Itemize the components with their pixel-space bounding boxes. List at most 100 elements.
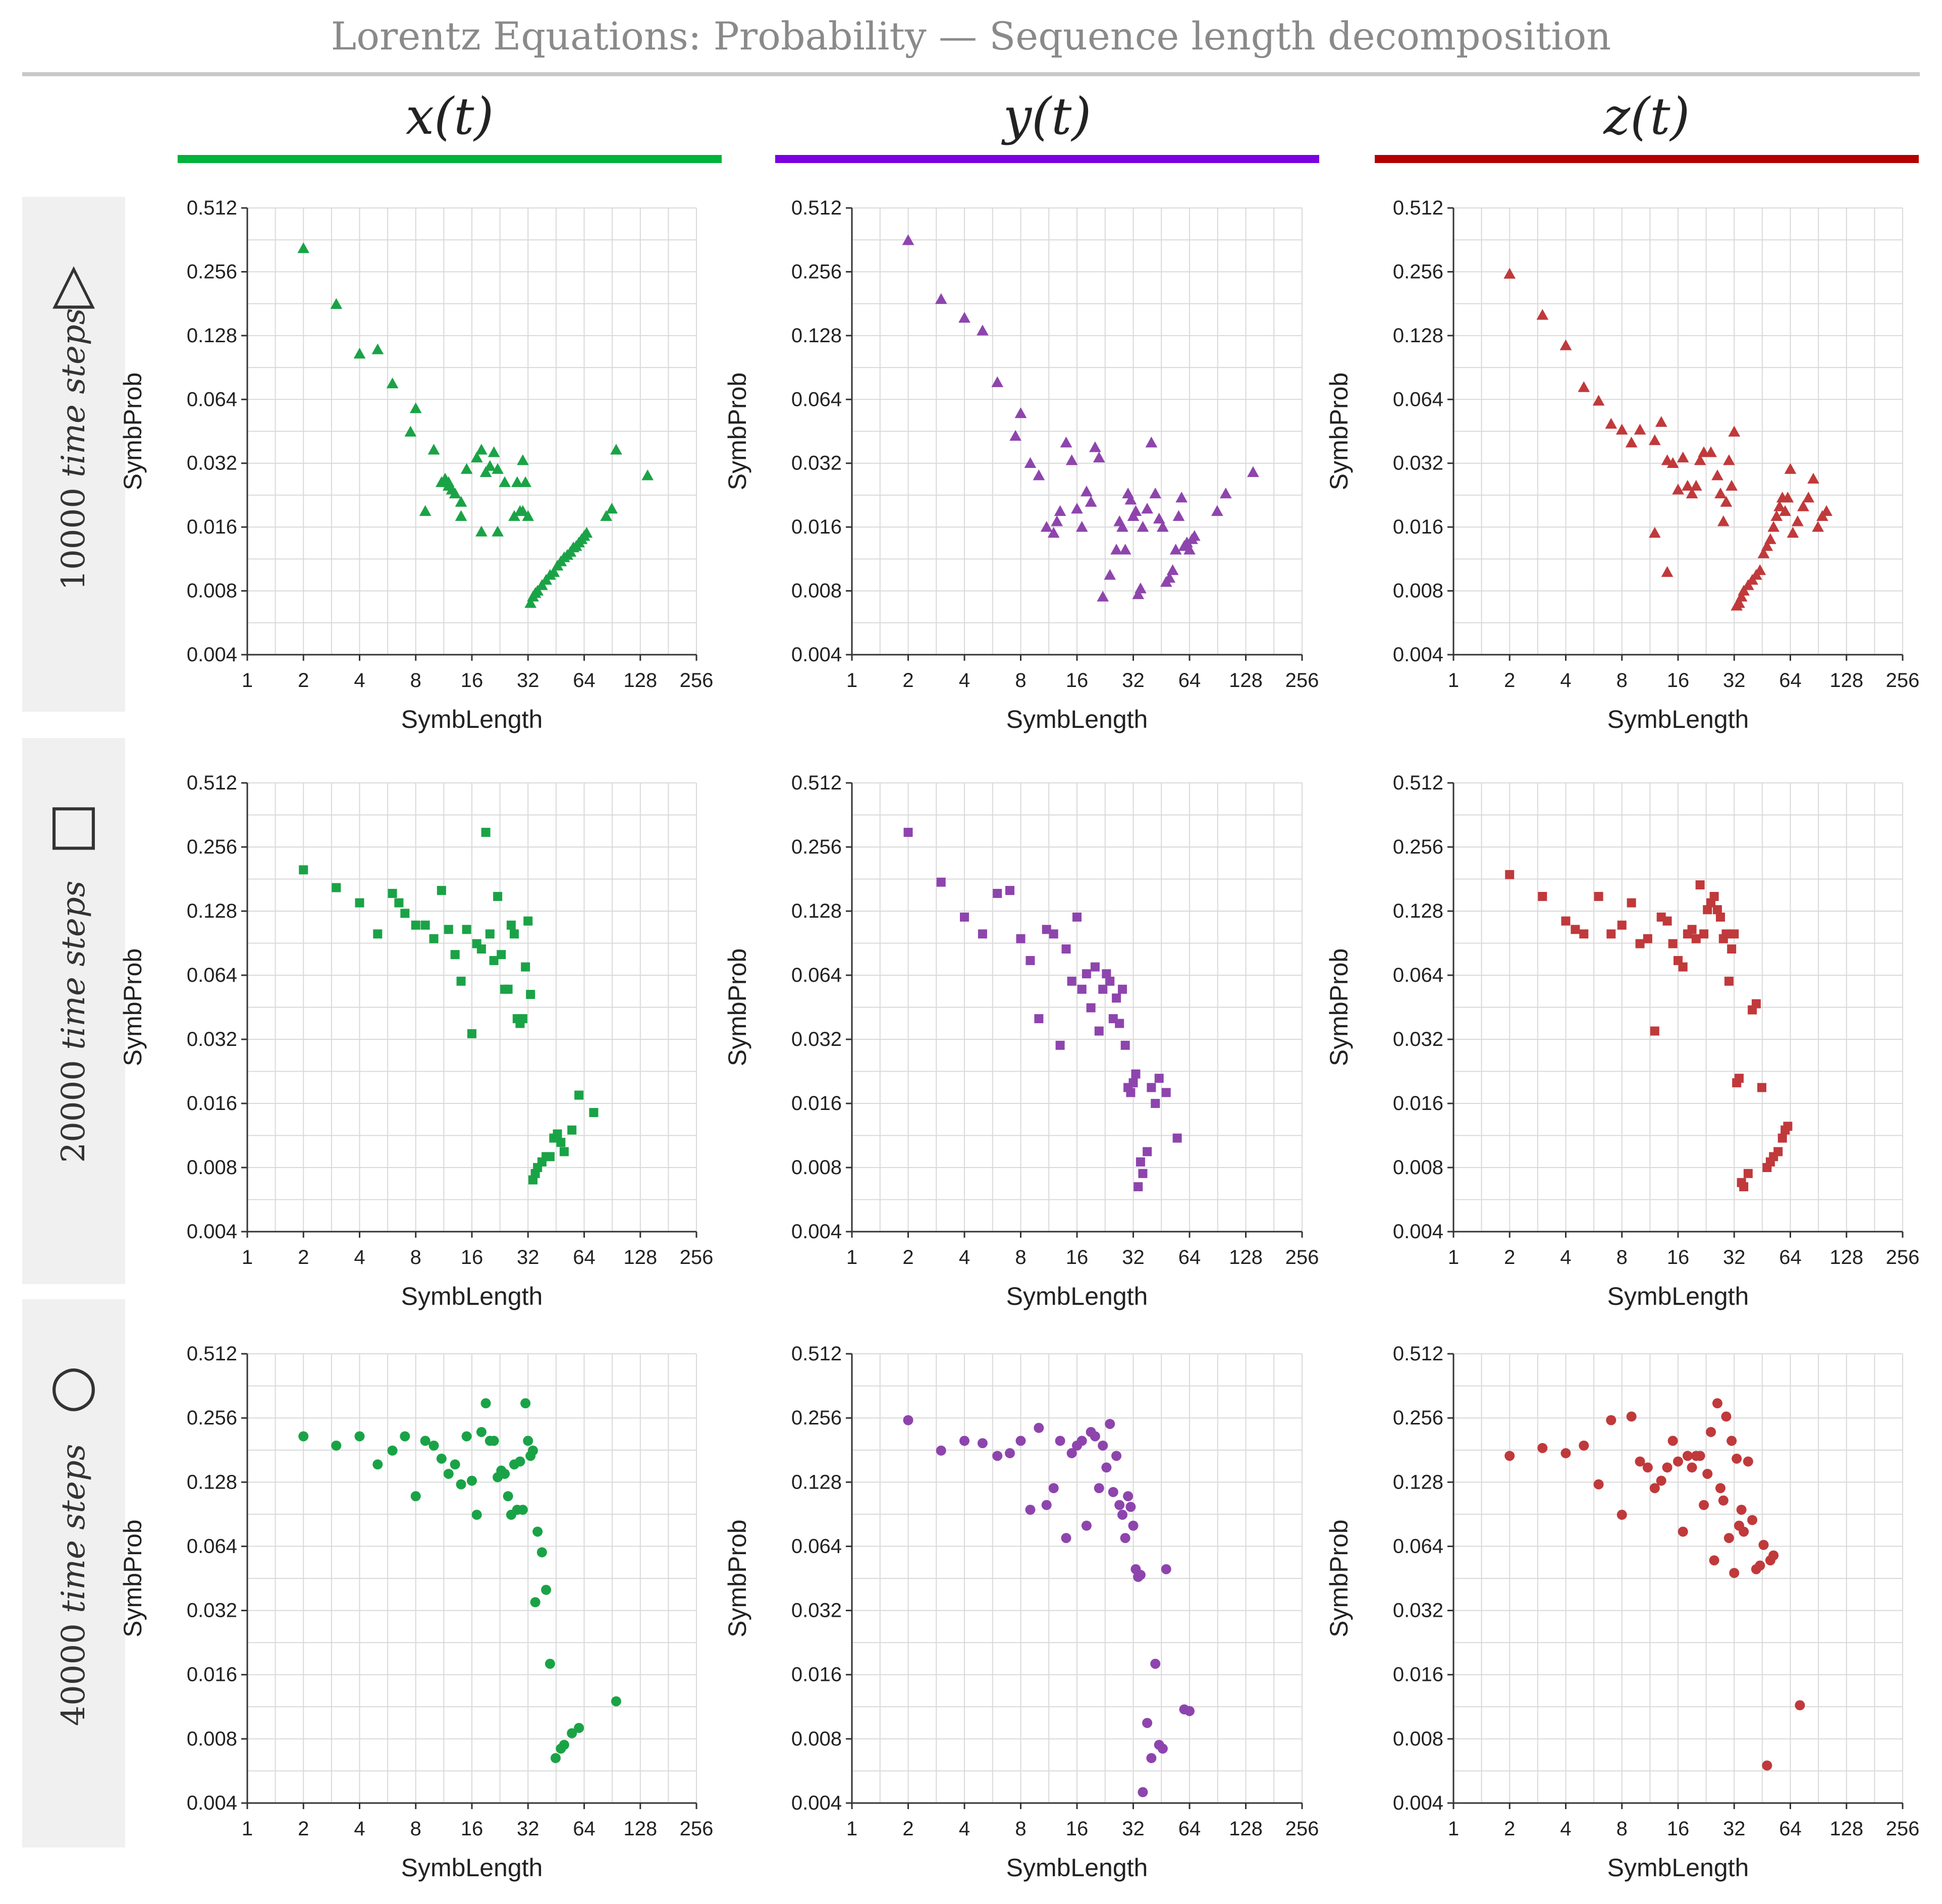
y-tick-label: 0.008 — [187, 1728, 237, 1750]
x-tick-label: 64 — [573, 669, 596, 692]
data-point — [550, 1753, 561, 1763]
data-point — [471, 1509, 482, 1520]
y-tick-label: 0.512 — [791, 197, 842, 219]
data-point — [1119, 544, 1131, 555]
data-point — [1730, 929, 1739, 939]
x-tick-label: 16 — [1066, 669, 1089, 692]
plot-x-row2: 1 2 4 8 16 32 64 128 256 0.004 0.008 0.016 0.032 0.06… — [119, 772, 713, 1310]
y-tick-label: 0.032 — [1393, 452, 1443, 474]
data-point — [1112, 993, 1121, 1003]
data-point — [371, 343, 384, 354]
x-tick-label: 2 — [298, 1818, 309, 1840]
x-tick-label: 64 — [1779, 669, 1802, 692]
data-point — [1175, 492, 1188, 503]
data-point — [1678, 1526, 1688, 1537]
data-point — [1579, 929, 1589, 939]
data-point — [978, 929, 987, 939]
data-point — [1695, 880, 1705, 890]
data-point — [936, 1445, 946, 1456]
y-tick-label: 0.008 — [791, 580, 842, 602]
data-point — [488, 446, 500, 457]
data-point — [1111, 1451, 1122, 1461]
x-tick-label: 64 — [1178, 1818, 1201, 1840]
y-tick-label: 0.016 — [791, 1092, 842, 1115]
data-point — [1695, 1451, 1705, 1461]
data-point — [1105, 1418, 1115, 1429]
x-tick-label: 1 — [846, 1818, 857, 1840]
y-axis-label: SymbProb — [1325, 1519, 1353, 1637]
data-point — [1142, 1718, 1153, 1728]
y-tick-label: 0.064 — [791, 388, 842, 410]
x-tick-label: 128 — [1829, 1818, 1863, 1840]
x-tick-label: 32 — [1723, 1818, 1746, 1840]
y-tick-label: 0.256 — [1393, 836, 1443, 858]
data-point — [1773, 1147, 1783, 1156]
data-point — [567, 1728, 577, 1738]
data-point — [1537, 1443, 1548, 1453]
data-point — [476, 1426, 487, 1437]
data-point — [1571, 925, 1580, 934]
data-point — [515, 1456, 525, 1467]
circle-marker-icon: ○ — [49, 1353, 98, 1417]
data-point — [1085, 496, 1097, 507]
data-point — [354, 1431, 365, 1442]
y-tick-label: 0.008 — [1393, 1156, 1443, 1179]
data-point — [977, 325, 989, 336]
data-point — [1779, 505, 1791, 516]
data-point — [1138, 1169, 1148, 1178]
x-axis-label: SymbLength — [1607, 1854, 1749, 1882]
x-tick-label: 8 — [410, 669, 421, 692]
data-point — [1077, 984, 1087, 994]
data-point — [1143, 1147, 1152, 1156]
y-tick-label: 0.032 — [791, 452, 842, 474]
data-point — [467, 1029, 476, 1038]
plot-z-row1: 1 2 4 8 16 32 64 128 256 0.004 0.008 0.016 0.032 0.06… — [1325, 197, 1919, 733]
data-point — [450, 1459, 460, 1470]
data-point — [574, 1090, 584, 1100]
data-point — [444, 925, 453, 934]
data-point — [1503, 268, 1516, 279]
data-point — [1627, 898, 1636, 908]
y-tick-label: 0.128 — [187, 900, 237, 922]
data-point — [1743, 1169, 1753, 1178]
data-point — [1767, 521, 1780, 532]
data-point — [372, 1459, 383, 1470]
data-point — [1720, 496, 1733, 507]
y-tick-label: 0.016 — [791, 516, 842, 538]
data-point — [1055, 1436, 1065, 1446]
x-tick-label: 128 — [623, 1818, 657, 1840]
x-tick-label: 128 — [1829, 1246, 1863, 1268]
data-point — [400, 1431, 410, 1442]
x-tick-label: 128 — [1229, 669, 1263, 692]
data-point — [508, 510, 520, 521]
x-tick-label: 16 — [461, 1246, 483, 1268]
data-point — [1673, 1456, 1683, 1467]
data-point — [1116, 521, 1128, 532]
data-point — [1747, 1515, 1758, 1525]
y-tick-label: 0.016 — [1393, 1664, 1443, 1686]
data-point — [1754, 564, 1766, 575]
x-tick-label: 8 — [1015, 1818, 1026, 1840]
row-count: 20000 — [55, 1050, 92, 1163]
data-point — [1721, 929, 1731, 939]
data-point — [641, 469, 654, 481]
row-label-2: 20000 time steps — [55, 880, 92, 1162]
x-tick-label: 4 — [354, 1246, 365, 1268]
data-point — [1787, 526, 1799, 538]
y-tick-label: 0.064 — [1393, 964, 1443, 986]
data-point — [1666, 457, 1679, 468]
y-tick-label: 0.032 — [1393, 1028, 1443, 1050]
data-point — [531, 585, 544, 596]
data-point — [1728, 426, 1741, 437]
data-point — [535, 579, 548, 590]
data-point — [936, 877, 946, 887]
x-tick-label: 8 — [1015, 669, 1026, 692]
data-point — [1739, 1182, 1749, 1192]
y-tick-label: 0.004 — [791, 644, 842, 666]
data-point — [461, 1431, 472, 1442]
data-point — [483, 460, 496, 471]
y-tick-label: 0.008 — [187, 580, 237, 602]
row-count: 40000 — [55, 1613, 92, 1726]
plot-x-row3: 1 2 4 8 16 32 64 128 256 0.004 0.008 0.016 0.032 0.06… — [119, 1343, 713, 1882]
data-point — [1147, 1083, 1156, 1092]
